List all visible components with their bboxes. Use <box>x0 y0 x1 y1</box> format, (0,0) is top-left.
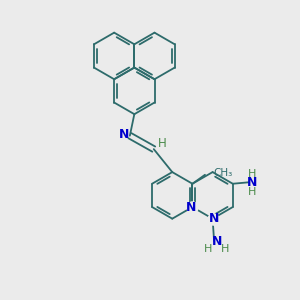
Text: CH₃: CH₃ <box>213 168 232 178</box>
Text: N: N <box>209 212 219 225</box>
Text: N: N <box>186 200 196 214</box>
Text: N: N <box>247 176 257 189</box>
Text: N: N <box>212 235 222 248</box>
Text: H: H <box>158 137 167 150</box>
Text: H: H <box>221 244 230 254</box>
Text: H: H <box>248 187 256 197</box>
Text: H: H <box>204 244 212 254</box>
Text: N: N <box>119 128 130 141</box>
Text: H: H <box>248 169 256 179</box>
